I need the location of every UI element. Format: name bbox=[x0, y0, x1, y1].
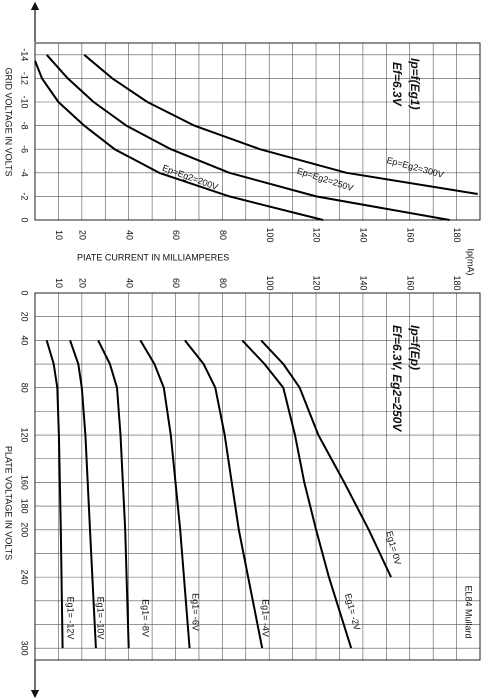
voltage-tick-label: -10 bbox=[20, 95, 30, 108]
ip-tick-label: 60 bbox=[171, 230, 181, 240]
curve-label: Eg1= -2V bbox=[343, 592, 362, 631]
voltage-tick-label: -4 bbox=[20, 169, 30, 177]
voltage-tick-label: -2 bbox=[20, 192, 30, 200]
ip-tick-label: 10 bbox=[54, 230, 64, 240]
voltage-tick-label: -8 bbox=[20, 122, 30, 130]
ip-tick-label: 100 bbox=[265, 275, 275, 290]
ip-tick-label: 160 bbox=[405, 275, 415, 290]
ip-tick-label: 180 bbox=[452, 227, 462, 242]
ip-tick-label: 20 bbox=[77, 230, 87, 240]
voltage-tick-label: 0 bbox=[20, 217, 30, 222]
voltage-tick-label: -14 bbox=[20, 48, 30, 61]
voltage-tick-label: 80 bbox=[20, 383, 30, 393]
curve-label: Eg1= -12V bbox=[66, 597, 76, 640]
curve bbox=[69, 340, 97, 649]
curve-label: Eg1= -6V bbox=[191, 593, 201, 631]
ip-tick-label: 120 bbox=[312, 227, 322, 242]
curve-label: Eg1= -8V bbox=[141, 599, 151, 637]
ip-tick-label: 140 bbox=[359, 275, 369, 290]
voltage-tick-label: 40 bbox=[20, 335, 30, 345]
ip-tick-label: 160 bbox=[405, 227, 415, 242]
curve bbox=[184, 339, 264, 649]
ip-tick-label: 40 bbox=[124, 278, 134, 288]
chart-title: Ip=f(Eg1) bbox=[408, 58, 422, 110]
caption: EL84 Mullard bbox=[464, 585, 474, 638]
curve bbox=[97, 339, 130, 649]
plot-frame bbox=[34, 42, 481, 221]
ip-tick-label: 40 bbox=[124, 230, 134, 240]
voltage-tick-label: 20 bbox=[20, 312, 30, 322]
ip-tick-label: 140 bbox=[359, 227, 369, 242]
voltage-tick-label: 300 bbox=[20, 641, 30, 656]
x-axis-title: GRID VOLTAGE IN VOLTS bbox=[4, 67, 14, 176]
voltage-tick-label: 120 bbox=[20, 428, 30, 443]
curve bbox=[34, 60, 324, 221]
voltage-tick-label: 240 bbox=[20, 570, 30, 585]
curve-label: Eg1= -10V bbox=[96, 597, 106, 640]
voltage-tick-label: -12 bbox=[20, 72, 30, 85]
curve bbox=[45, 54, 450, 221]
chart-subtitle: Ef=6.3V bbox=[390, 62, 404, 107]
y-axis-title: PIATE CURRENT IN MILLIAMPERES bbox=[77, 252, 229, 262]
ip-tick-label: 60 bbox=[171, 278, 181, 288]
curve-label: Ep=Eg2=300V bbox=[386, 155, 445, 180]
ip-tick-label: 180 bbox=[452, 275, 462, 290]
chart-title: Ip=f(Ep) bbox=[408, 325, 422, 370]
curve bbox=[241, 339, 353, 649]
curve bbox=[45, 340, 64, 649]
voltage-tick-label: 200 bbox=[20, 522, 30, 537]
chart-subtitle: Ef=6.3V, Eg2=250V bbox=[390, 325, 404, 432]
voltage-tick-label: 160 bbox=[20, 475, 30, 490]
ip-tick-label: 20 bbox=[77, 278, 87, 288]
ip-tick-label: 80 bbox=[218, 230, 228, 240]
curve bbox=[139, 339, 191, 649]
curve-label: Eg1= -4V bbox=[261, 599, 271, 637]
ip-tick-label: 80 bbox=[218, 278, 228, 288]
ip-tick-label: 120 bbox=[312, 275, 322, 290]
voltage-tick-label: 180 bbox=[20, 499, 30, 514]
curve-label: Eg1= 0V bbox=[384, 530, 403, 566]
x-axis-title: PLATE VOLTAGE IN VOLTS bbox=[4, 446, 14, 560]
ip-tick-label: 10 bbox=[54, 278, 64, 288]
curve bbox=[83, 54, 478, 195]
curve bbox=[260, 339, 392, 578]
plot-frame bbox=[34, 292, 481, 661]
curve-label: Ep=Eg2=250V bbox=[296, 166, 355, 194]
voltage-tick-label: 0 bbox=[20, 290, 30, 295]
voltage-tick-label: -6 bbox=[20, 145, 30, 153]
ip-tick-label: 100 bbox=[265, 227, 275, 242]
y-axis-unit: Ip(mA) bbox=[466, 249, 476, 276]
